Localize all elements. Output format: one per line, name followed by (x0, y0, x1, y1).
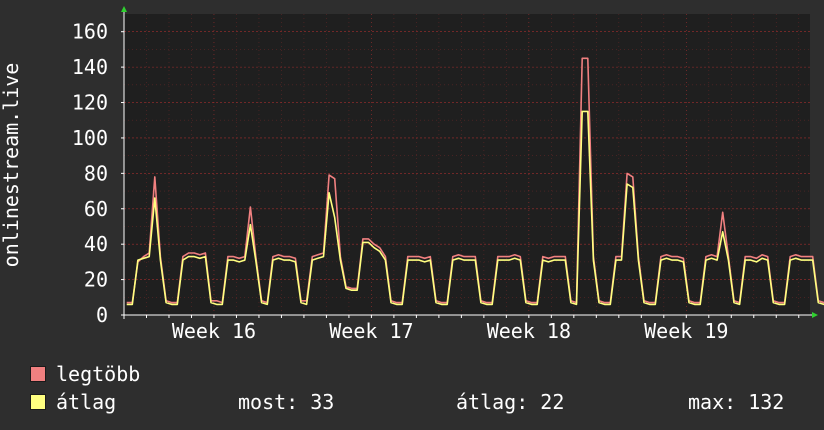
legtobb-swatch (30, 366, 46, 382)
atlag-stat-label: átlag: (456, 390, 529, 414)
atlag-label: átlag (56, 390, 117, 414)
y-tick-label: 100 (72, 126, 108, 150)
most-value: 33 (310, 390, 335, 414)
y-tick-label: 80 (84, 161, 108, 185)
y-tick-label: 160 (72, 20, 108, 44)
y-tick-label: 140 (72, 55, 108, 79)
stat-atlag: átlag: 22 (456, 391, 564, 413)
axes (121, 6, 818, 319)
series-layer (126, 57, 824, 306)
y-axis-label: onlinestream.live (0, 63, 23, 268)
series-line-atlag (126, 110, 824, 306)
max-label: max: (688, 390, 737, 414)
atlag-stat-value: 22 (540, 390, 565, 414)
y-tick-label: 40 (84, 232, 108, 256)
y-tick-label: 20 (84, 268, 108, 292)
plot-background (124, 14, 810, 315)
y-axis-arrow-icon (121, 6, 127, 12)
series-line-legtobb (126, 57, 824, 304)
x-tick-label: Week 16 (172, 319, 256, 343)
legtobb-label: legtöbb (56, 362, 141, 386)
x-tick-label: Week 17 (329, 319, 413, 343)
x-tick-label: Week 19 (644, 319, 728, 343)
y-tick-label: 0 (96, 303, 108, 327)
y-tick-label: 60 (84, 197, 108, 221)
x-axis-tick-labels: Week 16 Week 17 Week 18 Week 19 (172, 319, 729, 343)
atlag-swatch (30, 394, 46, 410)
x-axis-arrow-icon (812, 312, 818, 318)
x-tick-label: Week 18 (487, 319, 571, 343)
legend-row-legtobb: legtöbb (30, 363, 140, 385)
stat-max: max: 132 (688, 391, 784, 413)
stat-most: most: 33 (238, 391, 334, 413)
y-axis-tick-labels: 0 20 40 60 80 100 120 140 160 (72, 20, 108, 327)
max-value: 132 (748, 390, 785, 414)
most-label: most: (238, 390, 299, 414)
y-tick-label: 120 (72, 91, 108, 115)
legend-row-atlag: átlag most: 33 átlag: 22 max: 132 (30, 391, 810, 413)
